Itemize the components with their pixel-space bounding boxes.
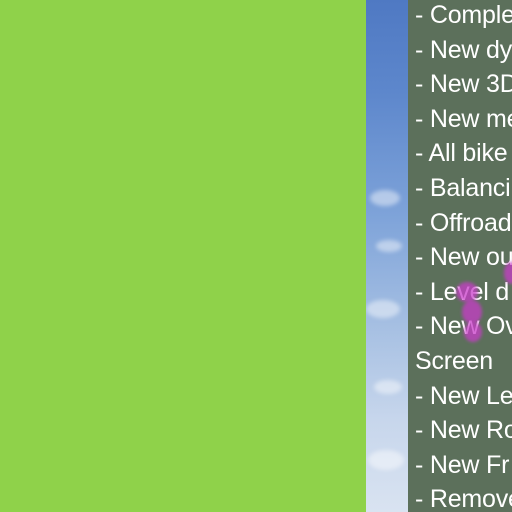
cloud <box>366 300 400 318</box>
changelog-panel[interactable]: - Comple - New dy - New 3D - New me - Al… <box>408 0 512 512</box>
changelog-item: - Offroad <box>415 208 512 237</box>
changelog-item: - New Fr <box>415 450 510 479</box>
changelog-item: - New Ro <box>415 416 512 445</box>
cloud <box>370 190 400 206</box>
changelog-item: - New me <box>415 104 512 133</box>
sky-background-strip <box>366 0 408 512</box>
magenta-blob <box>462 300 482 324</box>
changelog-item: - Comple <box>415 1 512 29</box>
changelog-item: - New 3D <box>415 70 512 99</box>
changelog-item: - All bike <box>415 139 508 168</box>
changelog-item: - New Le <box>415 381 512 410</box>
changelog-item: - Remove <box>415 485 512 512</box>
magenta-blob <box>504 262 512 284</box>
magenta-blob <box>456 282 478 302</box>
cloud <box>374 380 402 394</box>
changelog-item: - Balanci <box>415 173 511 202</box>
changelog-item: - New ou <box>415 243 512 272</box>
magenta-blob <box>464 322 482 342</box>
changelog-list: - Comple - New dy - New 3D - New me - Al… <box>408 0 512 512</box>
changelog-item-continuation: Screen <box>415 346 494 375</box>
cloud <box>376 240 402 252</box>
cloud <box>368 450 404 470</box>
green-background-panel <box>0 0 366 512</box>
changelog-item: - New dy <box>415 35 512 64</box>
